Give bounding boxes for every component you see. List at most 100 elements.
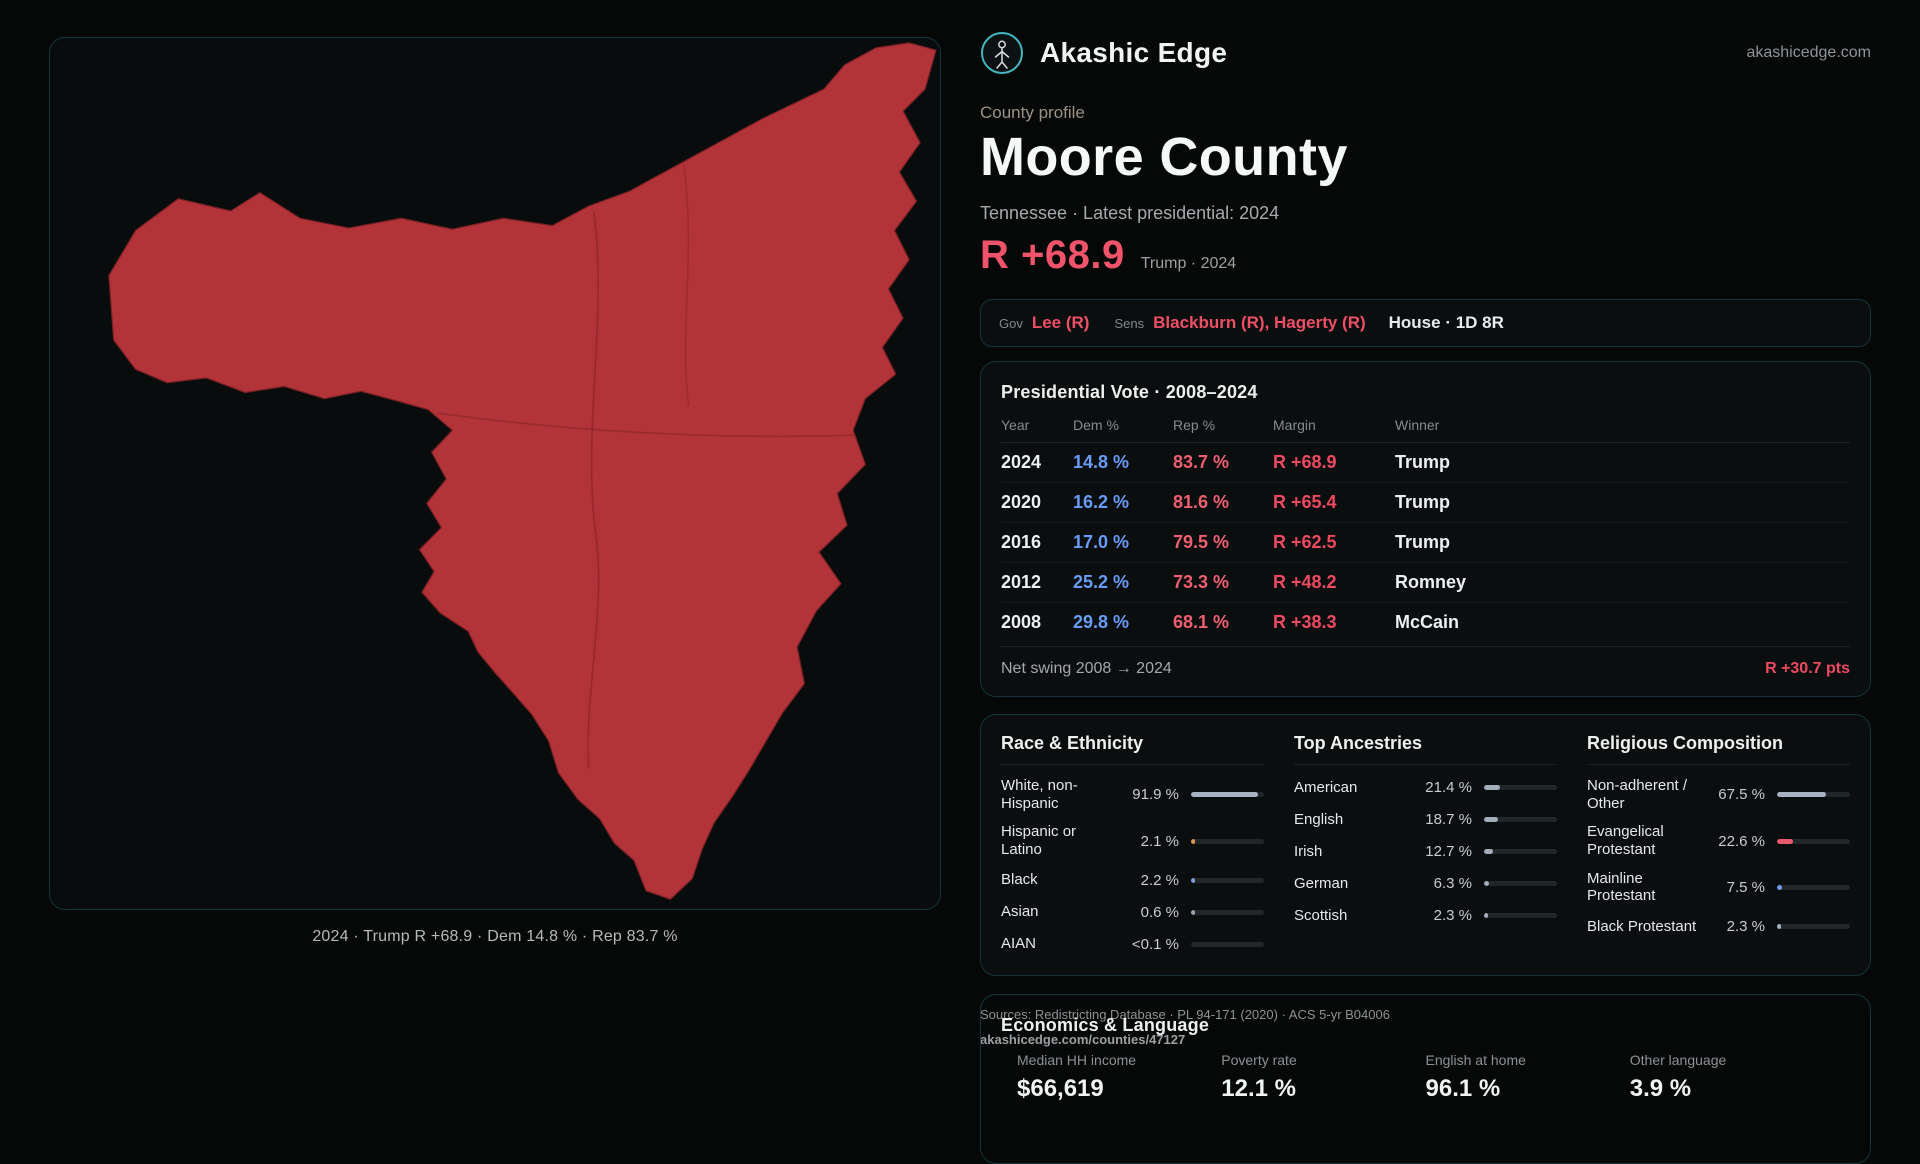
stat-bar: [1191, 792, 1264, 798]
presidential-table: Year Dem % Rep % Margin Winner 2024 14.8…: [1001, 417, 1850, 642]
cell-dem-pct: 16.2 %: [1073, 492, 1130, 512]
cell-year: 2008: [1001, 612, 1042, 632]
stat-value: 12.7 %: [1425, 843, 1472, 860]
senators-label: Sens: [1114, 315, 1145, 331]
county-profile-page: 2024 · Trump R +68.9 · Dem 14.8 % · Rep …: [49, 31, 1871, 1164]
econ-item: Other language 3.9 %: [1630, 1052, 1834, 1103]
stat-bar: [1777, 884, 1850, 890]
stat-label: Evangelical Protestant: [1587, 823, 1664, 859]
brand-name: Akashic Edge: [1040, 37, 1228, 68]
econ-item: Median HH income $66,619: [1017, 1052, 1221, 1103]
stat-label: Hispanic or Latino: [1001, 823, 1077, 859]
table-row: 2012 25.2 % 73.3 % R +48.2 Romney: [1001, 563, 1850, 603]
headline-result: R +68.9 Trump · 2024: [980, 233, 1236, 278]
internal-boundary-line: [437, 412, 855, 438]
brand-domain-link[interactable]: akashicedge.com: [1746, 44, 1871, 61]
stat-row: Black Protestant 2.3 %: [1587, 916, 1850, 937]
stat-value: 22.6 %: [1718, 832, 1765, 850]
stat-value: 6.3 %: [1433, 875, 1472, 892]
stat-row: Hispanic or Latino 2.1 %: [1001, 823, 1264, 858]
cell-rep-pct: 73.3 %: [1173, 572, 1230, 592]
header: Akashic Edge akashicedge.com: [980, 31, 1871, 75]
net-swing-label: Net swing 2008 → 2024: [1001, 660, 1172, 677]
column-header-rep: Rep %: [1173, 417, 1216, 433]
econ-value: 12.1 %: [1221, 1075, 1296, 1102]
senators-value: Blackburn (R), Hagerty (R): [1153, 313, 1366, 332]
net-swing-row: Net swing 2008 → 2024 R +30.7 pts: [1001, 646, 1850, 678]
stat-bar: [1484, 849, 1557, 854]
race-ethnicity-column: Race & Ethnicity White, non-Hispanic 91.…: [1001, 733, 1264, 955]
economics-grid: Median HH income $66,619 Poverty rate 12…: [1001, 1052, 1850, 1103]
headline-margin: R +68.9: [980, 233, 1125, 277]
econ-value: 96.1 %: [1425, 1075, 1501, 1102]
stat-bar: [1484, 785, 1557, 790]
stat-value: 2.3 %: [1726, 918, 1765, 936]
stat-bar: [1777, 838, 1850, 844]
econ-value: 3.9 %: [1629, 1075, 1692, 1102]
akashic-edge-logo-icon: [980, 31, 1024, 75]
cell-margin: R +62.5: [1273, 532, 1337, 552]
sources-footer: Sources: Redistricting Database · PL 94-…: [980, 1006, 1390, 1049]
cell-winner: Trump: [1395, 492, 1451, 512]
stat-label: Black Protestant: [1587, 917, 1697, 935]
cell-margin: R +68.9: [1273, 452, 1337, 472]
cell-winner: McCain: [1395, 612, 1460, 632]
stat-bar: [1484, 817, 1557, 822]
officials-bar: Gov Lee (R) Sens Blackburn (R), Hagerty …: [980, 299, 1871, 347]
stat-bar: [1484, 881, 1557, 886]
table-row: 2008 29.8 % 68.1 % R +38.3 McCain: [1001, 603, 1850, 642]
cell-year: 2012: [1001, 572, 1042, 592]
stat-label: Black: [1001, 871, 1038, 889]
religion-column: Religious Composition Non-adherent / Oth…: [1587, 733, 1850, 955]
stat-row: Black 2.2 %: [1001, 870, 1264, 891]
headline-context: Trump · 2024: [1140, 255, 1237, 272]
stat-value: 18.7 %: [1425, 811, 1472, 828]
stat-value: 91.9 %: [1132, 786, 1179, 804]
cell-rep-pct: 83.7 %: [1173, 452, 1230, 472]
econ-item: English at home 96.1 %: [1426, 1052, 1630, 1103]
cell-winner: Romney: [1395, 572, 1467, 592]
net-swing-value: R +30.7 pts: [1765, 660, 1850, 677]
brand-home-link[interactable]: Akashic Edge: [980, 31, 1227, 75]
presidential-card-title: Presidential Vote · 2008–2024: [1001, 382, 1258, 402]
economics-card: Economics & Language Median HH income $6…: [980, 994, 1871, 1164]
econ-label: Other language: [1629, 1052, 1727, 1068]
cell-margin: R +65.4: [1273, 492, 1337, 512]
stat-value: 2.1 %: [1140, 832, 1179, 850]
stat-bar: [1484, 913, 1557, 918]
cell-year: 2024: [1001, 452, 1042, 472]
stat-value: 67.5 %: [1718, 786, 1765, 804]
stat-row: AIAN <0.1 %: [1001, 934, 1264, 955]
governor-label: Gov: [999, 315, 1023, 331]
county-profile-kicker: County profile: [980, 103, 1085, 122]
cell-year: 2016: [1001, 532, 1042, 552]
page-title: Moore County: [980, 127, 1348, 187]
cell-winner: Trump: [1395, 452, 1451, 472]
stat-bar: [1191, 909, 1264, 915]
page-subtitle: Tennessee · Latest presidential: 2024: [980, 203, 1280, 223]
cell-rep-pct: 68.1 %: [1173, 612, 1230, 632]
table-header-row: Year Dem % Rep % Margin Winner: [1001, 417, 1850, 443]
sources-line: Sources: Redistricting Database · PL 94-…: [980, 1007, 1390, 1022]
cell-dem-pct: 17.0 %: [1073, 532, 1130, 552]
stat-row: Asian 0.6 %: [1001, 902, 1264, 923]
stat-value: 2.2 %: [1140, 871, 1179, 889]
stat-label: American: [1294, 778, 1358, 796]
race-ethnicity-title: Race & Ethnicity: [1001, 733, 1264, 765]
economics-card-title: Economics & Language: [1001, 1015, 1210, 1035]
religion-title: Religious Composition: [1587, 733, 1850, 765]
stat-bar: [1777, 792, 1850, 798]
stat-label: Irish: [1294, 842, 1323, 860]
column-header-year: Year: [1001, 417, 1030, 433]
stat-label: Non-adherent / Other: [1587, 777, 1688, 812]
cell-dem-pct: 14.8 %: [1073, 452, 1130, 472]
stat-label: Mainline Protestant: [1587, 869, 1656, 905]
permalink[interactable]: akashicedge.com/counties/47127: [980, 1032, 1186, 1047]
table-row: 2020 16.2 % 81.6 % R +65.4 Trump: [1001, 483, 1850, 523]
stat-row: Irish 12.7 %: [1294, 841, 1557, 862]
ancestries-title: Top Ancestries: [1294, 733, 1557, 765]
stat-row: Evangelical Protestant 22.6 %: [1587, 823, 1850, 858]
county-shape: [108, 42, 937, 900]
econ-value: $66,619: [1017, 1075, 1104, 1102]
stat-row: White, non-Hispanic 91.9 %: [1001, 777, 1264, 812]
